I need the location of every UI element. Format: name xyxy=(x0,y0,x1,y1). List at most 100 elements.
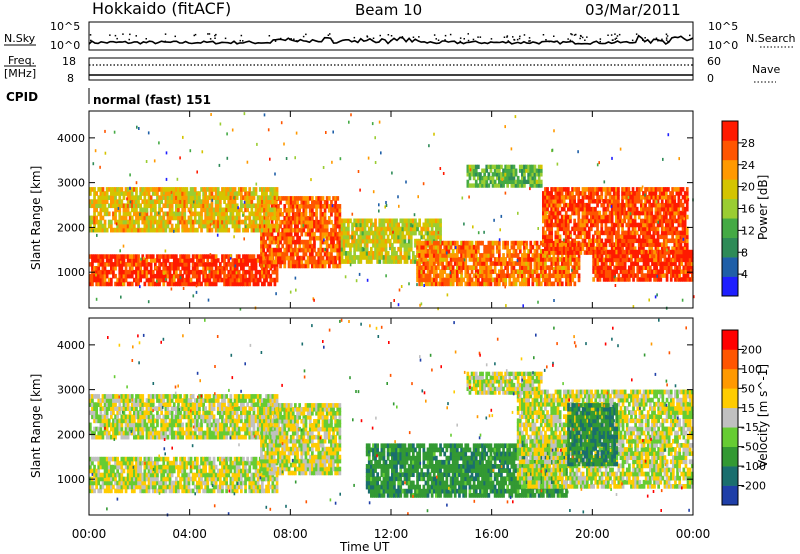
range-time-cell xyxy=(120,258,124,263)
range-time-cell xyxy=(535,244,539,250)
range-time-cell xyxy=(116,191,119,196)
range-time-cell xyxy=(648,230,651,236)
range-time-cell xyxy=(405,230,409,236)
range-time-cell xyxy=(328,235,331,241)
range-time-cell xyxy=(631,195,635,200)
range-time-cell xyxy=(474,281,478,287)
range-time-cell xyxy=(615,242,618,247)
range-time-cell xyxy=(99,191,103,196)
range-time-cell xyxy=(370,218,373,224)
range-time-cell xyxy=(443,244,447,250)
range-time-cell xyxy=(189,207,193,213)
range-time-cell xyxy=(340,246,344,252)
range-time-cell xyxy=(295,288,297,292)
range-time-cell xyxy=(443,265,447,270)
range-time-cell xyxy=(208,195,212,200)
range-time-cell xyxy=(172,195,176,200)
range-time-cell xyxy=(521,175,524,181)
range-time-cell xyxy=(145,254,149,259)
range-time-cell xyxy=(634,257,637,263)
range-time-cell xyxy=(263,191,266,196)
range-time-cell xyxy=(137,219,140,225)
range-time-cell xyxy=(216,223,220,229)
range-time-cell xyxy=(189,149,192,153)
range-time-cell xyxy=(163,191,165,195)
range-time-cell xyxy=(272,204,276,209)
range-time-cell xyxy=(229,187,233,192)
range-time-cell xyxy=(237,187,241,192)
range-time-cell xyxy=(674,277,677,282)
range-time-cell xyxy=(311,255,314,261)
range-time-cell xyxy=(185,187,189,192)
range-time-cell xyxy=(640,222,643,228)
range-time-cell xyxy=(441,265,444,270)
range-time-cell xyxy=(192,200,195,204)
range-time-cell xyxy=(652,199,656,204)
range-time-cell xyxy=(685,191,689,196)
range-time-cell xyxy=(310,178,312,182)
range-time-cell xyxy=(669,277,673,282)
range-time-cell xyxy=(270,231,274,237)
range-time-cell xyxy=(365,255,369,260)
range-time-cell xyxy=(317,247,321,253)
range-time-cell xyxy=(112,199,115,204)
range-time-cell xyxy=(502,253,505,258)
range-time-cell xyxy=(590,246,593,251)
range-time-cell xyxy=(552,202,556,208)
range-time-cell xyxy=(602,230,606,236)
range-time-cell xyxy=(654,218,658,224)
range-time-cell xyxy=(124,254,128,259)
noise-search-dot xyxy=(379,34,381,37)
noise-search-dot xyxy=(327,34,330,36)
range-time-cell xyxy=(489,269,493,274)
range-time-cell xyxy=(596,218,599,224)
range-time-cell xyxy=(267,211,270,217)
range-time-cell xyxy=(445,261,449,266)
range-time-cell xyxy=(656,234,660,240)
range-time-cell xyxy=(632,253,635,259)
range-time-cell xyxy=(267,273,270,279)
range-time-cell xyxy=(633,202,637,208)
range-time-cell xyxy=(653,261,656,267)
range-time-cell xyxy=(587,206,591,212)
range-time-cell xyxy=(409,259,413,264)
range-time-cell xyxy=(646,273,650,278)
range-time-cell xyxy=(514,253,518,258)
range-time-cell xyxy=(477,244,480,250)
range-time-cell xyxy=(206,262,210,267)
range-time-cell xyxy=(269,215,273,221)
range-time-cell xyxy=(516,179,520,185)
range-time-cell xyxy=(581,202,585,208)
range-time-cell xyxy=(367,251,371,256)
range-time-cell xyxy=(487,164,491,170)
range-time-cell xyxy=(418,222,421,228)
range-time-cell xyxy=(615,277,619,282)
range-time-cell xyxy=(172,273,176,279)
range-time-cell xyxy=(219,273,222,279)
range-time-cell xyxy=(613,275,616,279)
range-time-cell xyxy=(461,272,463,276)
range-time-cell xyxy=(493,265,497,270)
range-time-cell xyxy=(615,265,619,271)
range-time-cell xyxy=(124,227,128,233)
range-time-cell xyxy=(97,195,101,200)
range-time-cell xyxy=(594,257,598,263)
range-time-cell xyxy=(556,277,560,283)
range-time-cell xyxy=(527,257,530,262)
range-time-cell xyxy=(183,219,187,225)
range-time-cell xyxy=(283,239,287,245)
range-time-cell xyxy=(145,187,149,192)
range-time-cell xyxy=(382,238,386,244)
range-time-cell xyxy=(287,223,291,229)
range-time-cell xyxy=(420,281,424,287)
range-time-cell xyxy=(388,222,392,228)
range-time-cell xyxy=(621,273,625,278)
range-time-cell xyxy=(233,199,237,204)
range-time-cell xyxy=(535,183,539,188)
range-time-cell xyxy=(474,253,478,258)
range-time-cell xyxy=(263,203,266,209)
range-time-cell xyxy=(650,242,654,247)
range-time-cell xyxy=(235,195,239,200)
range-time-cell xyxy=(677,222,681,228)
range-time-cell xyxy=(357,242,361,248)
